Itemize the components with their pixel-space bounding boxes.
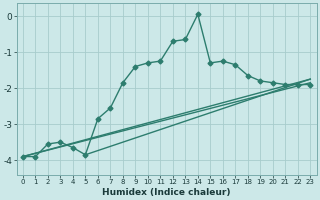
X-axis label: Humidex (Indice chaleur): Humidex (Indice chaleur) xyxy=(102,188,231,197)
